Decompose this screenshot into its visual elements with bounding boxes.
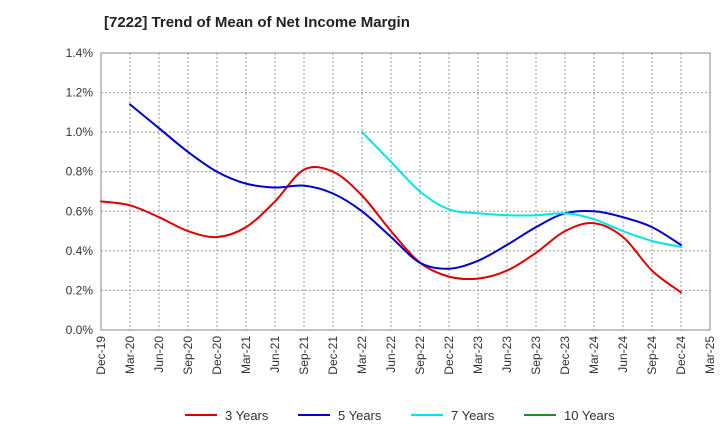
y-axis-ticks: 0.0% 0.2% 0.4% 0.6% 0.8% 1.0% 1.2% 1.4% [66,46,94,337]
x-tick-label: Dec-23 [558,336,572,375]
x-tick-label: Sep-21 [297,336,311,375]
y-tick-label: 0.4% [66,244,94,258]
series-line-5-years [129,103,682,270]
x-tick-label: Dec-22 [442,336,456,375]
x-tick-label: Mar-22 [355,336,369,374]
legend: 3 Years 5 Years 7 Years 10 Years [185,408,615,423]
x-tick-label: Mar-23 [471,336,485,374]
grid-lines [101,52,710,330]
x-tick-label: Dec-19 [94,336,108,375]
x-tick-label: Jun-22 [384,336,398,373]
legend-label-3-years: 3 Years [225,408,269,423]
legend-label-5-years: 5 Years [338,408,382,423]
x-tick-label: Jun-20 [152,336,166,373]
y-tick-label: 0.0% [66,323,94,337]
x-tick-label: Jun-24 [616,336,630,373]
x-tick-label: Dec-20 [210,336,224,375]
plot-area-frame [100,52,711,331]
series-lines [100,103,682,294]
x-tick-label: Jun-21 [268,336,282,373]
x-tick-label: Mar-21 [239,336,253,374]
series-line-7-years [361,131,682,248]
x-tick-label: Sep-23 [529,336,543,375]
x-tick-label: Mar-24 [587,336,601,374]
y-tick-label: 1.0% [66,125,94,139]
x-tick-label: Dec-24 [674,336,688,375]
x-tick-label: Dec-21 [326,336,340,375]
y-tick-label: 1.2% [66,86,94,100]
chart-title: [7222] Trend of Mean of Net Income Margi… [104,14,410,31]
series-line-3-years [100,166,682,294]
y-tick-label: 0.2% [66,283,94,297]
y-tick-label: 1.4% [66,46,94,60]
legend-label-7-years: 7 Years [451,408,495,423]
x-tick-label: Sep-22 [413,336,427,375]
x-tick-label: Sep-24 [645,336,659,375]
y-tick-label: 0.8% [66,165,94,179]
y-tick-label: 0.6% [66,204,94,218]
x-tick-label: Mar-25 [703,336,717,374]
x-tick-label: Jun-23 [500,336,514,373]
legend-label-10-years: 10 Years [564,408,615,423]
x-tick-label: Mar-20 [123,336,137,374]
x-tick-label: Sep-20 [181,336,195,375]
x-axis-ticks: Dec-19 Mar-20 Jun-20 Sep-20 Dec-20 Mar-21 Jun-… [94,336,717,375]
